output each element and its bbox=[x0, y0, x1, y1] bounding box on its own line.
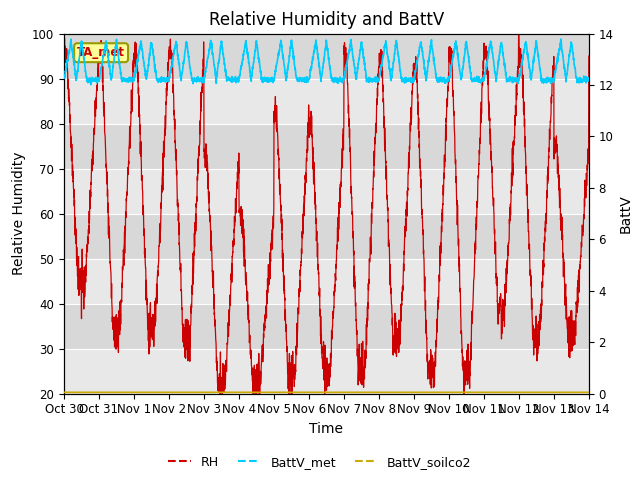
Bar bbox=[64, 348, 589, 394]
Text: TA_met: TA_met bbox=[77, 46, 125, 59]
Bar bbox=[64, 168, 589, 214]
Y-axis label: Relative Humidity: Relative Humidity bbox=[12, 152, 26, 276]
Bar bbox=[64, 123, 589, 168]
X-axis label: Time: Time bbox=[309, 422, 344, 436]
Y-axis label: BattV: BattV bbox=[619, 194, 633, 233]
Title: Relative Humidity and BattV: Relative Humidity and BattV bbox=[209, 11, 444, 29]
Legend: RH, BattV_met, BattV_soilco2: RH, BattV_met, BattV_soilco2 bbox=[163, 451, 477, 474]
Bar bbox=[64, 303, 589, 348]
Bar bbox=[64, 79, 589, 123]
Bar bbox=[64, 214, 589, 259]
Bar bbox=[64, 34, 589, 79]
Bar bbox=[64, 259, 589, 303]
